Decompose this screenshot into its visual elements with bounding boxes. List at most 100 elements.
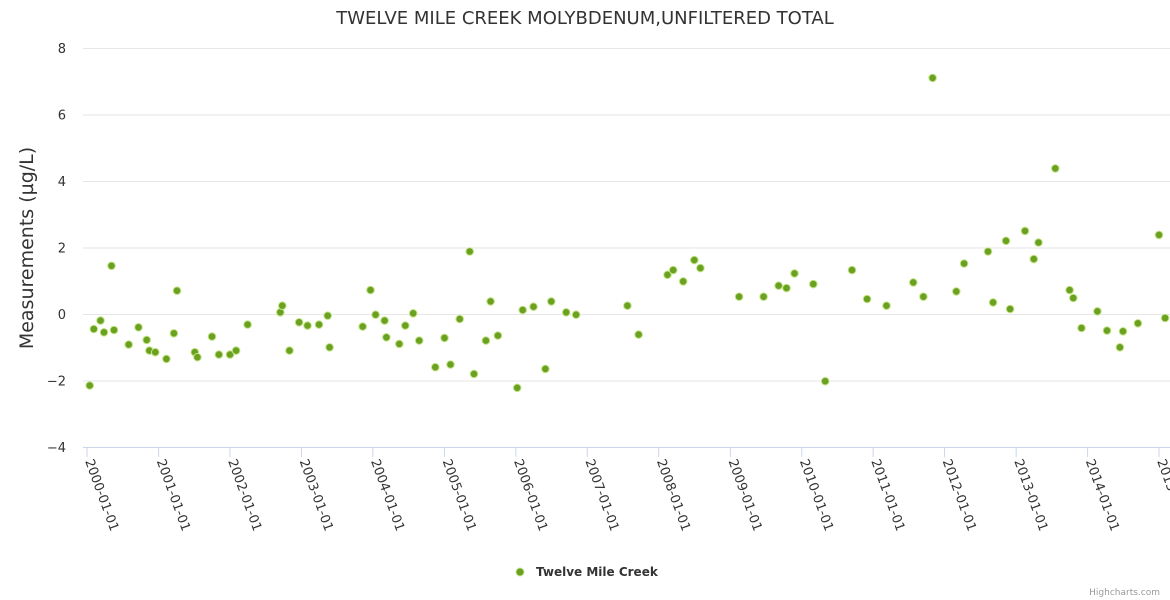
data-point[interactable] <box>1020 226 1030 236</box>
data-point[interactable] <box>1029 254 1039 264</box>
data-point[interactable] <box>408 309 418 318</box>
data-point[interactable] <box>142 335 151 345</box>
data-point[interactable] <box>371 310 380 320</box>
data-point[interactable] <box>99 328 109 337</box>
gridlines <box>83 48 1170 382</box>
data-point[interactable] <box>382 333 391 342</box>
data-point[interactable] <box>690 255 699 265</box>
data-point[interactable] <box>1102 326 1112 335</box>
data-point[interactable] <box>512 383 522 393</box>
data-point[interactable] <box>214 350 224 359</box>
legend-label[interactable]: Twelve Mile Creek <box>536 565 659 579</box>
data-point[interactable] <box>529 302 538 312</box>
data-point[interactable] <box>366 285 375 295</box>
data-point[interactable] <box>107 261 116 271</box>
data-point[interactable] <box>1001 236 1011 246</box>
data-point[interactable] <box>541 364 550 374</box>
data-point[interactable] <box>1034 238 1043 247</box>
data-point[interactable] <box>1077 323 1086 333</box>
y-tick-label: 2 <box>58 242 66 257</box>
data-point[interactable] <box>225 350 235 359</box>
data-point[interactable] <box>734 292 744 302</box>
data-point[interactable] <box>678 277 688 286</box>
data-point[interactable] <box>469 369 479 379</box>
data-point[interactable] <box>151 347 160 357</box>
data-point[interactable] <box>243 320 252 329</box>
data-point[interactable] <box>481 336 491 345</box>
data-point[interactable] <box>1118 327 1128 336</box>
data-point[interactable] <box>431 362 440 372</box>
data-point[interactable] <box>1065 285 1074 295</box>
data-point[interactable] <box>193 352 202 362</box>
credits[interactable]: Highcharts.com <box>1089 588 1160 598</box>
data-point[interactable] <box>455 314 465 324</box>
data-point[interactable] <box>231 346 241 355</box>
data-point[interactable] <box>314 320 324 329</box>
data-point[interactable] <box>1154 230 1164 240</box>
data-point[interactable] <box>909 278 918 287</box>
data-point[interactable] <box>395 339 404 349</box>
data-point[interactable] <box>1069 293 1078 303</box>
data-point[interactable] <box>323 311 333 321</box>
data-point[interactable] <box>96 316 105 325</box>
data-point[interactable] <box>162 354 171 364</box>
y-axis-tick-labels: 8 6 4 2 0 −4 −2 <box>47 42 66 456</box>
data-point[interactable] <box>696 263 705 273</box>
data-point[interactable] <box>124 340 133 349</box>
data-point[interactable] <box>1160 313 1170 323</box>
data-point[interactable] <box>882 301 891 311</box>
data-point[interactable] <box>169 329 179 338</box>
data-point[interactable] <box>109 325 119 335</box>
data-point[interactable] <box>294 318 304 327</box>
data-points[interactable] <box>85 73 1170 393</box>
data-point[interactable] <box>1115 343 1125 352</box>
data-point[interactable] <box>571 310 581 320</box>
data-point[interactable] <box>325 343 334 352</box>
data-point[interactable] <box>414 336 424 345</box>
data-point[interactable] <box>518 305 528 315</box>
data-point[interactable] <box>493 331 503 340</box>
data-point[interactable] <box>303 321 312 330</box>
data-point[interactable] <box>959 259 969 268</box>
data-point[interactable] <box>465 247 475 256</box>
data-point[interactable] <box>759 292 768 302</box>
data-point[interactable] <box>820 376 830 386</box>
data-point[interactable] <box>1051 164 1060 173</box>
data-point[interactable] <box>623 301 632 311</box>
data-point[interactable] <box>486 297 495 306</box>
data-point[interactable] <box>134 323 143 332</box>
data-point[interactable] <box>862 294 872 304</box>
data-point[interactable] <box>285 346 294 355</box>
legend[interactable]: Twelve Mile Creek <box>515 565 659 579</box>
data-point[interactable] <box>774 281 783 291</box>
data-point[interactable] <box>547 297 556 306</box>
data-point[interactable] <box>446 360 455 369</box>
data-point[interactable] <box>172 286 182 296</box>
data-point[interactable] <box>919 292 928 302</box>
data-point[interactable] <box>401 321 410 330</box>
data-point[interactable] <box>1005 304 1015 314</box>
data-point[interactable] <box>809 279 818 289</box>
data-point[interactable] <box>1133 319 1143 328</box>
data-point[interactable] <box>782 283 791 293</box>
data-point[interactable] <box>634 330 643 339</box>
data-point[interactable] <box>207 332 217 341</box>
data-point[interactable] <box>561 308 571 317</box>
data-point[interactable] <box>358 322 368 331</box>
data-point[interactable] <box>988 298 998 307</box>
data-point[interactable] <box>952 287 961 296</box>
data-point[interactable] <box>380 316 389 325</box>
y-tick-label: −4 <box>47 441 66 456</box>
data-point[interactable] <box>790 269 799 278</box>
data-point[interactable] <box>928 73 937 83</box>
data-point[interactable] <box>89 324 99 334</box>
data-point[interactable] <box>663 270 672 280</box>
data-point[interactable] <box>440 333 449 343</box>
data-point[interactable] <box>847 265 857 275</box>
data-point[interactable] <box>278 301 287 311</box>
data-point[interactable] <box>1093 307 1102 316</box>
data-point[interactable] <box>668 265 678 275</box>
data-point[interactable] <box>85 381 94 390</box>
data-point[interactable] <box>983 247 993 256</box>
